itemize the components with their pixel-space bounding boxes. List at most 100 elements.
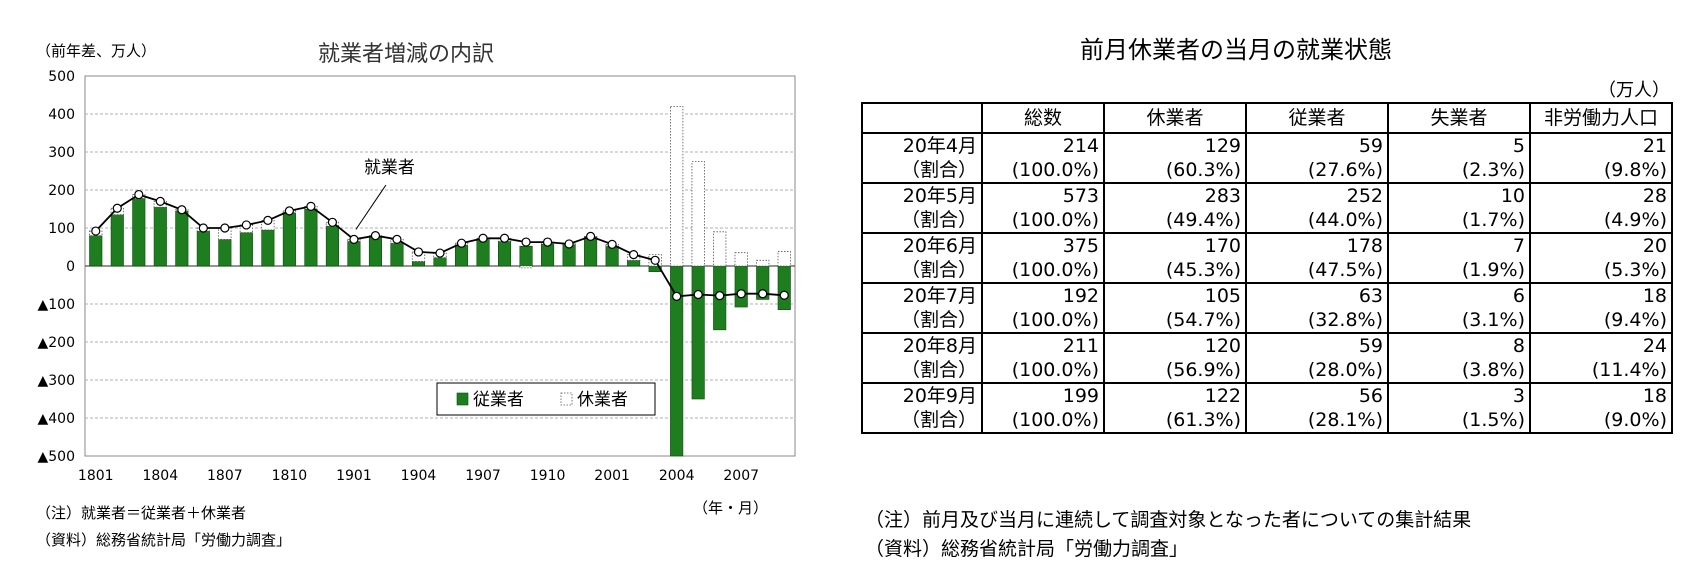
ratio-cell: (100.0%): [981, 158, 1105, 184]
table-cell: 21: [1529, 132, 1673, 158]
y-tick-label: ▲300: [38, 373, 76, 389]
bar-従業者: [368, 237, 382, 267]
bar-従業者: [519, 245, 533, 267]
bar-従業者: [218, 239, 232, 267]
table-cell: 214: [981, 132, 1105, 158]
table-row-ratio: （割合） (100.0%) (61.3%) (28.1%) (1.5%) (9.0%): [861, 408, 1673, 434]
bar-従業者: [196, 230, 210, 267]
table-cell: 7: [1387, 232, 1531, 258]
bar-従業者: [89, 235, 103, 267]
bar-従業者: [691, 265, 705, 400]
ratio-cell: (1.7%): [1387, 208, 1531, 234]
x-tick-label: 1907: [465, 468, 501, 484]
ratio-cell: (100.0%): [981, 358, 1105, 384]
table-header-row: 総数 休業者 従業者 失業者 非労働力人口: [861, 102, 1673, 134]
table-cell: 8: [1387, 332, 1531, 358]
ratio-label: （割合）: [861, 358, 983, 384]
ratio-cell: (1.5%): [1387, 408, 1531, 434]
ratio-cell: (2.3%): [1387, 158, 1531, 184]
bar-従業者: [132, 198, 146, 267]
column-header: 失業者: [1387, 102, 1531, 134]
y-tick-label: 400: [48, 107, 75, 123]
table-cell: 18: [1529, 282, 1673, 308]
ratio-cell: (1.9%): [1387, 258, 1531, 284]
bar-従業者: [541, 243, 555, 267]
ratio-label: （割合）: [861, 308, 983, 334]
point-就業者: [392, 234, 402, 244]
table-cell: 6: [1387, 282, 1531, 308]
point-就業者: [758, 289, 768, 299]
point-就業者: [413, 247, 424, 257]
table-cell: 129: [1103, 132, 1247, 158]
ratio-cell: (5.3%): [1529, 258, 1673, 284]
ratio-cell: (100.0%): [981, 408, 1105, 434]
table-row-ratio: （割合） (100.0%) (60.3%) (27.6%) (2.3%) (9.8%): [861, 158, 1673, 184]
point-就業者: [177, 205, 187, 215]
ratio-cell: (3.8%): [1387, 358, 1531, 384]
ratio-cell: (9.4%): [1529, 308, 1673, 334]
ratio-cell: (100.0%): [981, 258, 1105, 284]
table-row: 20年8月 211 120 59 8 24: [861, 332, 1673, 358]
bar-休業者: [691, 161, 705, 267]
table-row-ratio: （割合） (100.0%) (49.4%) (44.0%) (1.7%) (4.9%): [861, 208, 1673, 234]
column-header: [861, 102, 983, 134]
ratio-label: （割合）: [861, 408, 983, 434]
bar-従業者: [605, 245, 619, 267]
y-tick-label: 200: [48, 183, 75, 199]
bar-従業者: [325, 225, 339, 267]
chart-source: （資料）総務省統計局「労働力調査」: [36, 531, 292, 549]
point-就業者: [499, 233, 510, 243]
table-note: （注）前月及び当月に連続して調査対象となった者についての集計結果: [865, 509, 1472, 531]
table-unit: （万人）: [1598, 80, 1670, 101]
y-tick-label: ▲500: [38, 449, 76, 465]
table-cell: 122: [1103, 382, 1247, 408]
bar-従業者: [411, 261, 426, 267]
table-cell: 199: [981, 382, 1105, 408]
x-tick-label: 2001: [594, 468, 630, 484]
ratio-cell: (9.8%): [1529, 158, 1673, 184]
bar-休業者: [756, 259, 770, 267]
table-cell: 252: [1245, 182, 1389, 208]
ratio-cell: (49.4%): [1103, 208, 1247, 234]
table-row: 20年4月 214 129 59 5 21: [861, 132, 1673, 158]
employment-change-chart: 500 400 300 200 100 0 ▲100 ▲200 ▲300 ▲400 ▲500 就業者 1…: [38, 69, 796, 484]
table-cell: 375: [981, 232, 1105, 258]
bar-従業者: [390, 242, 404, 267]
point-就業者: [779, 290, 789, 300]
table-cell: 28: [1529, 182, 1673, 208]
table-cell: 59: [1245, 132, 1389, 158]
point-就業者: [134, 189, 144, 200]
table-cell: 59: [1245, 332, 1389, 358]
table-cell: 178: [1245, 232, 1389, 258]
point-就業者: [263, 215, 273, 225]
ratio-cell: (28.0%): [1245, 358, 1389, 384]
table-cell: 24: [1529, 332, 1673, 358]
point-就業者: [220, 223, 230, 233]
x-tick-label: 1804: [142, 468, 178, 484]
legend-label-休業者: 休業者: [577, 390, 628, 410]
legend-label-従業者: 従業者: [473, 390, 524, 410]
point-就業者: [112, 203, 122, 213]
table-row: 20年9月 199 122 56 3 18: [861, 382, 1673, 408]
bar-従業者: [175, 210, 189, 267]
table-cell: 170: [1103, 232, 1247, 258]
x-tick-label: 2004: [659, 468, 695, 484]
bar-休業者: [519, 265, 533, 269]
table-cell: 105: [1103, 282, 1247, 308]
bar-従業者: [282, 212, 296, 267]
point-就業者: [91, 226, 101, 236]
ratio-cell: (60.3%): [1103, 158, 1247, 184]
column-header: 従業者: [1245, 102, 1389, 134]
bar-従業者: [153, 206, 167, 267]
row-label: 20年9月: [861, 382, 983, 408]
legend-box: [436, 382, 656, 416]
column-header: 総数: [981, 102, 1105, 134]
x-tick-label: 1910: [530, 468, 566, 484]
legend-swatch-従業者: [456, 392, 469, 406]
point-就業者: [736, 289, 746, 299]
row-label: 20年8月: [861, 332, 983, 358]
table-cell: 5: [1387, 132, 1531, 158]
table-row: 20年5月 573 283 252 10 28: [861, 182, 1673, 208]
ratio-cell: (32.8%): [1245, 308, 1389, 334]
column-header: 非労働力人口: [1529, 102, 1673, 134]
